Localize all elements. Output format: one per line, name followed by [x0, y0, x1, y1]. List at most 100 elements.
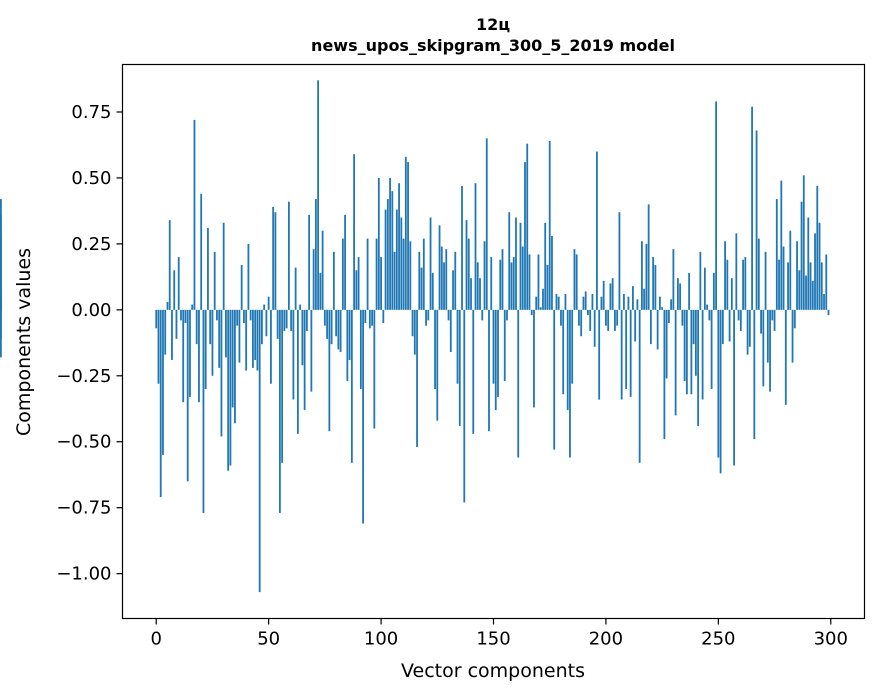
- bar: [258, 309, 261, 593]
- bar: [346, 309, 349, 382]
- bar: [681, 309, 684, 326]
- bar: [665, 309, 668, 379]
- bar: [245, 309, 248, 371]
- bar: [539, 307, 542, 310]
- y-tick-label: −0.75: [56, 498, 111, 519]
- bar: [285, 309, 288, 329]
- bar: [164, 309, 167, 355]
- bar: [629, 309, 632, 397]
- bar: [625, 309, 628, 389]
- bar: [530, 309, 533, 316]
- bar: [755, 130, 758, 310]
- bar: [492, 309, 495, 384]
- bar: [737, 309, 740, 321]
- bar: [461, 185, 463, 310]
- bar: [787, 262, 789, 310]
- bar: [294, 267, 297, 310]
- bar: [497, 309, 499, 397]
- bar: [261, 309, 263, 345]
- bar: [265, 309, 268, 337]
- bar: [339, 309, 342, 353]
- bar: [616, 309, 619, 326]
- bar: [623, 294, 625, 310]
- bar: [663, 309, 666, 440]
- bar: [809, 262, 812, 310]
- bar: [303, 309, 306, 411]
- bar: [762, 309, 765, 387]
- bar: [395, 209, 398, 310]
- bar: [555, 294, 558, 310]
- bar: [703, 267, 706, 310]
- bar: [445, 249, 448, 310]
- bar: [789, 230, 792, 310]
- bar: [793, 309, 796, 329]
- bar: [546, 265, 549, 310]
- bar: [760, 309, 762, 334]
- bar: [211, 309, 214, 376]
- bar: [355, 270, 358, 310]
- bar: [715, 101, 717, 310]
- bar: [335, 309, 338, 337]
- y-tick-label: 0.75: [71, 102, 111, 123]
- bar: [647, 204, 650, 310]
- bar: [438, 225, 441, 310]
- bar: [299, 304, 302, 310]
- bar: [344, 214, 346, 310]
- bar: [542, 288, 544, 310]
- bar: [443, 262, 445, 310]
- bar: [425, 309, 427, 326]
- bar: [391, 191, 394, 310]
- bar: [591, 294, 594, 310]
- bar: [526, 143, 529, 310]
- bar: [209, 309, 212, 345]
- x-tick-label: 250: [701, 629, 735, 650]
- bar: [238, 309, 241, 363]
- bar: [744, 257, 747, 310]
- bar: [247, 243, 250, 310]
- bar: [195, 309, 198, 345]
- bar: [627, 296, 630, 310]
- bar: [272, 206, 275, 310]
- bar: [614, 309, 616, 331]
- bar: [512, 257, 515, 310]
- bar: [580, 309, 583, 337]
- bar: [506, 309, 508, 321]
- bar: [155, 309, 158, 329]
- bar: [483, 241, 486, 310]
- bar: [508, 212, 511, 310]
- bar: [649, 309, 652, 345]
- bar: [730, 278, 733, 310]
- bar: [596, 151, 598, 310]
- bar: [667, 309, 670, 324]
- bar: [683, 309, 686, 382]
- bar: [467, 238, 470, 310]
- bar: [557, 296, 560, 310]
- bar: [436, 309, 439, 421]
- bar: [641, 241, 643, 310]
- x-tick-label: 300: [814, 629, 848, 650]
- bar: [517, 309, 520, 458]
- bar: [488, 309, 490, 432]
- bar: [611, 278, 614, 310]
- y-tick-label: −0.25: [56, 366, 111, 387]
- bar: [328, 309, 331, 432]
- bar: [458, 309, 461, 426]
- bar: [672, 249, 675, 310]
- bar: [519, 222, 522, 310]
- bar: [364, 309, 367, 324]
- bar: [694, 309, 697, 376]
- bar: [175, 309, 178, 339]
- bar: [332, 251, 335, 310]
- bar: [571, 309, 574, 384]
- bar: [605, 309, 607, 326]
- bar: [656, 309, 659, 350]
- bar: [231, 309, 234, 408]
- bar: [726, 259, 729, 310]
- bar: [553, 309, 556, 450]
- bar: [454, 251, 457, 310]
- bar: [584, 291, 587, 310]
- bar: [566, 309, 569, 411]
- bar: [811, 280, 814, 310]
- bar: [177, 257, 180, 310]
- bar: [537, 254, 540, 310]
